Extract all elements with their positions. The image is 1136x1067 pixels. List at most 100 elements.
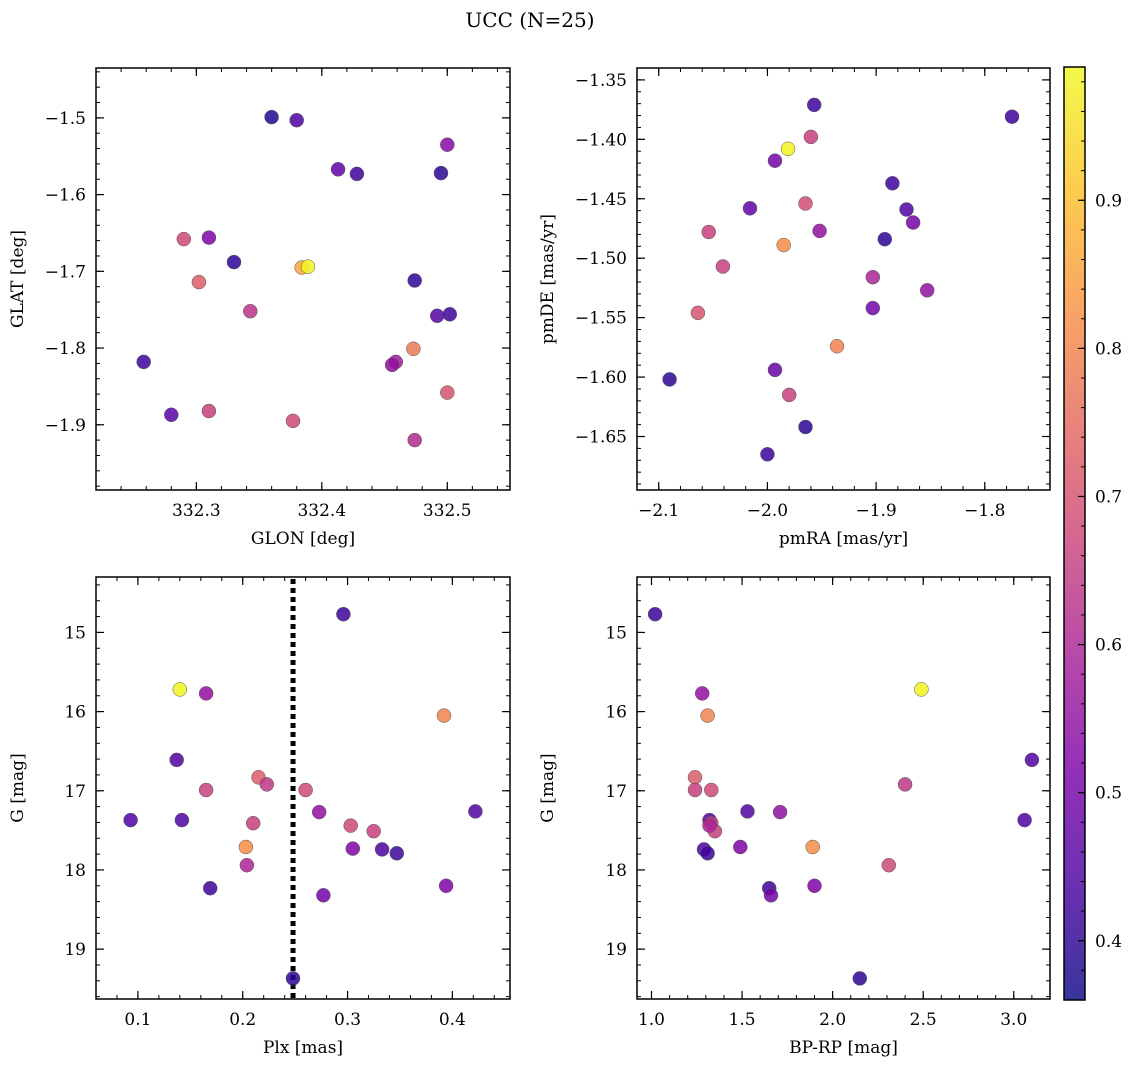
y-tick-label: −1.45: [575, 190, 627, 210]
scatter-point: [781, 387, 797, 403]
y-tick-label: −1.65: [575, 428, 627, 448]
scatter-point: [264, 109, 279, 125]
scatter-point: [687, 782, 703, 798]
scatter-point: [298, 782, 313, 798]
x-tick-label: 332.5: [423, 501, 472, 521]
x-axis-label: BP-RP [mag]: [789, 1038, 898, 1058]
scatter-point: [700, 708, 715, 723]
scatter-point: [776, 237, 791, 253]
x-tick-label: 1.0: [638, 1010, 665, 1030]
scatter-point: [442, 307, 458, 322]
scatter-point: [429, 308, 445, 324]
scatter-point: [433, 165, 449, 181]
scatter-point: [763, 888, 779, 903]
scatter-point: [330, 162, 346, 177]
scatter-point: [865, 269, 881, 285]
scatter-point: [805, 839, 820, 855]
x-tick-label: 0.2: [229, 1010, 256, 1030]
scatter-point: [852, 971, 868, 986]
axes-frame: [95, 67, 511, 491]
scatter-point: [829, 338, 845, 354]
scatter-point: [243, 303, 258, 319]
x-tick-label: 1.5: [729, 1010, 756, 1030]
y-tick-label: −1.8: [45, 339, 86, 359]
y-axis-label: GLAT [deg]: [8, 230, 28, 328]
scatter-point: [700, 846, 715, 861]
scatter-point: [285, 413, 301, 429]
y-axis-label: G [mag]: [8, 753, 28, 822]
scatter-point: [1024, 752, 1040, 768]
x-axis-label: GLON [deg]: [251, 529, 355, 549]
y-tick-label: −1.55: [575, 309, 627, 329]
scatter-point: [238, 839, 254, 855]
scatter-point: [767, 153, 783, 168]
scatter-point: [259, 777, 275, 792]
colorbar-tick-label: 0.9: [1095, 191, 1122, 211]
scatter-point: [374, 842, 390, 857]
y-tick-label: −1.35: [575, 71, 627, 91]
y-tick-label: 19: [64, 940, 86, 960]
colorbar-tick-label: 0.7: [1095, 487, 1122, 507]
axes-frame: [636, 576, 1051, 1000]
scatter-point: [438, 878, 454, 894]
scatter-point: [865, 300, 881, 316]
y-tick-label: 19: [605, 940, 627, 960]
scatter-point: [807, 878, 822, 894]
scatter-point: [343, 818, 358, 833]
scatter-point: [174, 812, 190, 828]
x-tick-label: −2.0: [747, 501, 788, 521]
scatter-point: [468, 804, 483, 819]
y-tick-label: −1.6: [45, 186, 86, 206]
panel-glon-glat: 332.3 332.4 332.5 −1.9 −1.8 −1.7 −1.6 −1.5 GLON …: [8, 67, 511, 549]
scatter-point: [702, 818, 717, 833]
y-axis-label: G [mag]: [538, 753, 558, 822]
scatter-point: [733, 839, 748, 855]
scatter-point: [201, 403, 217, 419]
y-tick-label: −1.60: [575, 368, 627, 388]
scatter-point: [772, 804, 788, 820]
scatter-point: [440, 137, 455, 152]
y-tick-label: 16: [64, 703, 86, 723]
scatter-point: [407, 432, 422, 448]
scatter-point: [226, 254, 242, 270]
panel-pmra-pmde: −2.1 −2.0 −1.9 −1.8 −1.65 −1.60 −1.55 −1.50 −1.4…: [538, 67, 1051, 549]
scatter-point: [164, 407, 179, 423]
panel-bprp-g: 1.0 1.5 2.0 2.5 3.0 15 16 17 18 19 BP-RP [mag] G [m…: [538, 576, 1051, 1058]
y-tick-label: 18: [64, 861, 86, 881]
scatter-point: [407, 273, 422, 288]
scatter-point: [245, 815, 261, 831]
x-tick-label: 0.3: [334, 1010, 361, 1030]
x-tick-label: 2.0: [819, 1010, 846, 1030]
scatter-point: [202, 880, 218, 896]
scatter-point: [662, 372, 677, 387]
scatter-point: [690, 305, 706, 321]
x-tick-label: −1.9: [855, 501, 896, 521]
scatter-point: [176, 231, 192, 247]
colorbar-tick-label: 0.4: [1095, 932, 1122, 952]
scatter-point: [701, 224, 716, 240]
scatter-point: [885, 176, 900, 191]
colorbar-frame: [1063, 66, 1086, 1001]
scatter-point: [1004, 109, 1020, 124]
y-tick-label: 17: [64, 782, 86, 802]
scatter-point: [191, 274, 207, 290]
scatter-point: [899, 202, 914, 217]
scatter-point: [169, 752, 184, 768]
y-tick-label: 18: [605, 861, 627, 881]
x-tick-label: 332.4: [297, 501, 346, 521]
colorbar-tick-label: 0.8: [1095, 339, 1122, 359]
x-tick-label: 0.4: [439, 1010, 466, 1030]
scatter-point: [740, 804, 755, 819]
scatter-point: [760, 447, 775, 462]
scatter-point: [406, 341, 421, 357]
scatter-point: [780, 141, 796, 157]
y-tick-label: −1.50: [575, 249, 627, 269]
scatter-point: [798, 196, 813, 211]
y-tick-label: 17: [605, 782, 627, 802]
y-tick-label: −1.5: [45, 109, 86, 129]
scatter-point: [742, 201, 758, 216]
figure-title: UCC (N=25): [465, 8, 594, 32]
scatter-point: [877, 231, 893, 247]
scatter-point: [905, 215, 921, 230]
scatter-point: [798, 419, 813, 435]
